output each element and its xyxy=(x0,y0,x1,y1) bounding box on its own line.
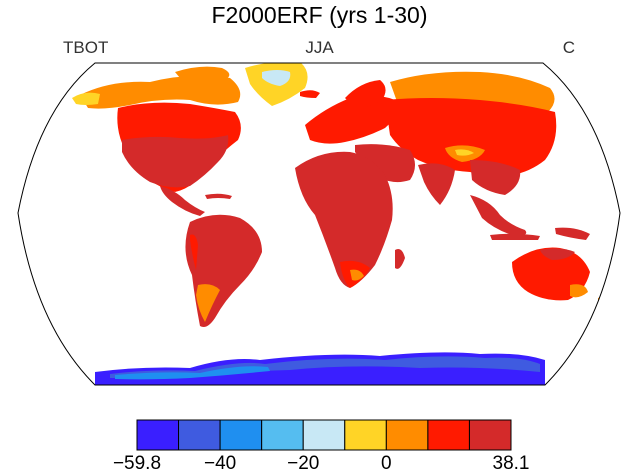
colorbar-swatch xyxy=(219,419,263,451)
new-zealand xyxy=(598,296,610,310)
colorbar-tick-label: −40 xyxy=(204,453,236,472)
season-label: JJA xyxy=(305,38,334,57)
colorbar-swatch xyxy=(178,419,221,451)
colorbar-swatch xyxy=(344,419,387,451)
southeast-asia xyxy=(470,195,527,236)
europe xyxy=(305,95,397,144)
colorbar-swatch xyxy=(261,419,304,451)
india xyxy=(418,163,455,205)
middle-east xyxy=(355,144,415,183)
arctic-islands xyxy=(175,66,230,81)
map-title: F2000ERF (yrs 1-30) xyxy=(211,2,428,28)
south-africa-highlands xyxy=(350,269,364,281)
colorbar-swatch xyxy=(136,419,180,451)
australia-southeast xyxy=(570,284,588,298)
africa xyxy=(295,151,393,288)
caribbean xyxy=(205,193,232,199)
andes xyxy=(190,234,198,270)
units-label: C xyxy=(562,38,575,57)
australia-north xyxy=(540,248,575,260)
scandinavia xyxy=(345,80,386,108)
patagonia xyxy=(196,284,220,322)
map-border xyxy=(17,62,621,386)
colorbar-tick-label: 0 xyxy=(381,453,392,472)
new-guinea xyxy=(555,227,590,240)
usa xyxy=(122,135,229,188)
north-america-arctic xyxy=(80,75,241,109)
colorbar-tick-label: 38.1 xyxy=(493,453,530,472)
variable-label: TBOT xyxy=(63,38,109,57)
colorbar-swatch xyxy=(468,419,512,451)
colorbar-swatch xyxy=(427,419,470,451)
antarctica-edge xyxy=(115,366,270,380)
central-america xyxy=(160,186,205,216)
indonesia xyxy=(490,233,540,240)
colorbar-swatch xyxy=(385,419,429,451)
greenland-core xyxy=(262,70,291,86)
tibet-core xyxy=(455,149,474,156)
asia xyxy=(385,98,557,176)
colorbar-tick-label: −59.8 xyxy=(113,453,161,472)
colorbar-tick-label: −20 xyxy=(287,453,319,472)
colorbar: −59.8 −40 −20 0 38.1 xyxy=(113,419,530,472)
china-east xyxy=(470,160,521,195)
madagascar xyxy=(395,249,405,269)
alaska-coast xyxy=(72,92,100,105)
colorbar-swatch xyxy=(302,419,346,451)
continents xyxy=(72,63,610,385)
iceland xyxy=(300,90,320,98)
